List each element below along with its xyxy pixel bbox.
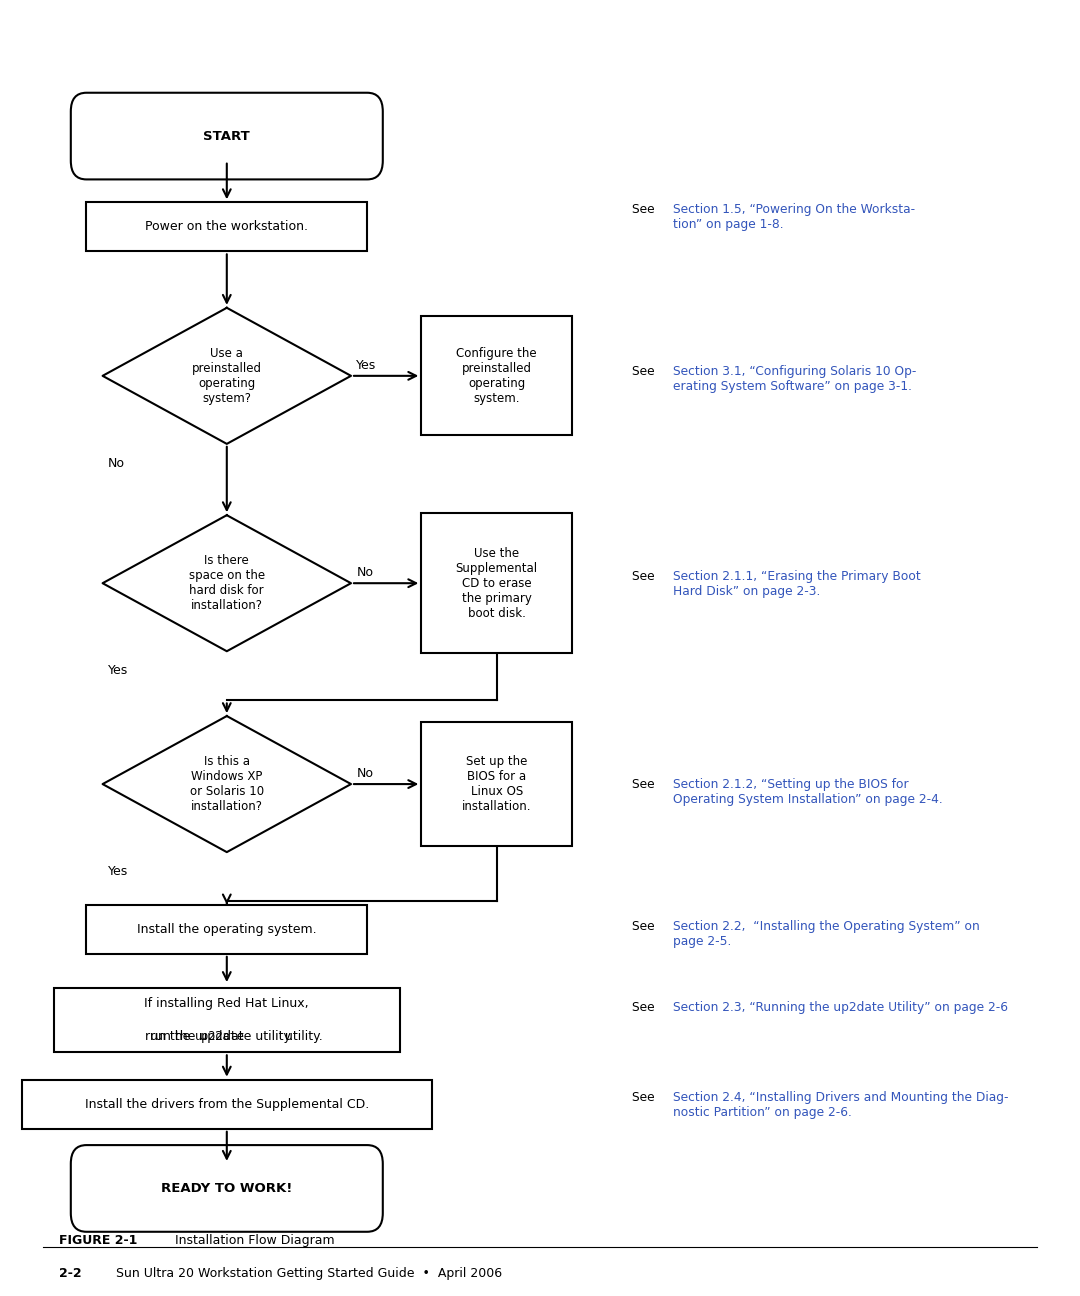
Text: See: See (632, 570, 659, 583)
Text: utility.: utility. (281, 1030, 323, 1043)
Text: Installation Flow Diagram: Installation Flow Diagram (159, 1234, 335, 1247)
Text: Section 2.1.2, “Setting up the BIOS for
Operating System Installation” on page 2: Section 2.1.2, “Setting up the BIOS for … (673, 778, 943, 806)
Bar (421, 722, 572, 846)
Text: No: No (356, 566, 374, 579)
Text: Sun Ultra 20 Workstation Getting Started Guide  •  April 2006: Sun Ultra 20 Workstation Getting Started… (100, 1267, 502, 1280)
Text: run the: run the (145, 1030, 194, 1043)
Text: run the up2date utility.: run the up2date utility. (150, 1030, 293, 1043)
Text: See: See (632, 203, 659, 216)
Text: Use a
preinstalled
operating
system?: Use a preinstalled operating system? (192, 347, 261, 404)
Text: If installing Red Hat Linux,: If installing Red Hat Linux, (145, 997, 309, 1010)
Text: Configure the
preinstalled
operating
system.: Configure the preinstalled operating sys… (457, 347, 537, 404)
Text: See: See (632, 365, 659, 378)
Text: See: See (632, 1001, 659, 1013)
Bar (86, 905, 367, 954)
Bar (86, 202, 367, 251)
FancyBboxPatch shape (71, 93, 382, 179)
Text: START: START (203, 130, 251, 143)
Text: See: See (632, 1091, 659, 1104)
Text: Use the
Supplemental
CD to erase
the primary
boot disk.: Use the Supplemental CD to erase the pri… (456, 547, 538, 619)
Text: No: No (108, 457, 125, 470)
Text: See: See (632, 778, 659, 791)
Text: Section 2.4, “Installing Drivers and Mounting the Diag-
nostic Partition” on pag: Section 2.4, “Installing Drivers and Mou… (673, 1091, 1009, 1120)
Text: Section 2.3, “Running the up2date Utility” on page 2-6: Section 2.3, “Running the up2date Utilit… (673, 1001, 1008, 1013)
Text: Section 3.1, “Configuring Solaris 10 Op-
erating System Software” on page 3-1.: Section 3.1, “Configuring Solaris 10 Op-… (673, 365, 916, 394)
Text: No: No (356, 767, 374, 780)
Bar (22, 1080, 432, 1129)
Polygon shape (103, 308, 351, 443)
Text: Power on the workstation.: Power on the workstation. (146, 220, 308, 233)
Text: Install the operating system.: Install the operating system. (137, 923, 316, 936)
Text: Yes: Yes (108, 664, 129, 678)
Text: Section 2.1.1, “Erasing the Primary Boot
Hard Disk” on page 2-3.: Section 2.1.1, “Erasing the Primary Boot… (673, 570, 920, 599)
Text: Set up the
BIOS for a
Linux OS
installation.: Set up the BIOS for a Linux OS installat… (462, 756, 531, 813)
Text: READY TO WORK!: READY TO WORK! (161, 1182, 293, 1195)
Polygon shape (103, 715, 351, 853)
Text: up2date: up2date (194, 1030, 244, 1043)
Text: Is this a
Windows XP
or Solaris 10
installation?: Is this a Windows XP or Solaris 10 insta… (190, 756, 264, 813)
Text: Section 2.2,  “Installing the Operating System” on
page 2-5.: Section 2.2, “Installing the Operating S… (673, 920, 980, 949)
Text: See: See (632, 920, 659, 933)
Text: Install the drivers from the Supplemental CD.: Install the drivers from the Supplementa… (84, 1098, 369, 1111)
Bar (421, 316, 572, 435)
Text: 2-2: 2-2 (59, 1267, 82, 1280)
FancyBboxPatch shape (71, 1146, 382, 1231)
Text: Is there
space on the
hard disk for
installation?: Is there space on the hard disk for inst… (189, 555, 265, 612)
Text: Section 1.5, “Powering On the Worksta-
tion” on page 1-8.: Section 1.5, “Powering On the Worksta- t… (673, 203, 915, 232)
Text: FIGURE 2-1: FIGURE 2-1 (59, 1234, 138, 1247)
Text: Yes: Yes (356, 359, 377, 372)
Text: Yes: Yes (108, 866, 129, 879)
Bar (54, 988, 400, 1052)
Bar (421, 513, 572, 653)
Polygon shape (103, 515, 351, 651)
